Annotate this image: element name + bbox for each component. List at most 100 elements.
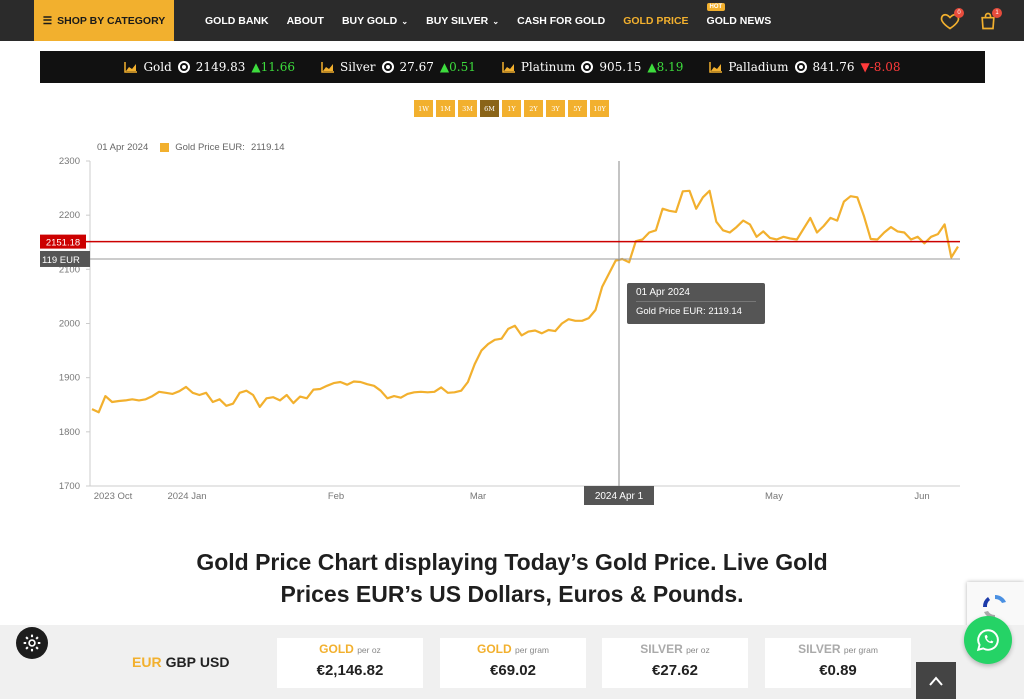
price-card-gold-gram: GOLD per gram €69.02 [440,638,586,688]
range-button-1m[interactable]: 1M [436,100,455,117]
cart-count-badge: 1 [992,8,1002,18]
card-unit: per oz [686,645,710,655]
nav-gold-news[interactable]: HOT GOLD NEWS [706,2,772,27]
chart-legend: 01 Apr 2024 Gold Price EUR: 2119.14 [97,142,285,153]
shop-by-category-label: SHOP BY CATEGORY [57,14,166,27]
card-metal: GOLD [476,642,512,656]
range-button-3m[interactable]: 3M [458,100,477,117]
crosshair-y-label-bg [40,250,90,267]
target-icon [581,61,594,73]
arrow-up-icon: ▲ [439,60,450,74]
card-value: €27.62 [652,662,698,679]
legend-swatch [160,143,170,152]
crosshair-y-label: 119 EUR [42,255,80,266]
card-value: €0.89 [819,662,857,679]
card-metal: SILVER [798,642,841,656]
ticker-platinum[interactable]: Platinum 905.15 ▲8.19 [502,60,684,74]
tooltip-date: 01 Apr 2024 [636,287,756,302]
currency-eur[interactable]: EUR [132,654,162,670]
ticker-price: 2149.83 [195,60,246,74]
range-button-10y[interactable]: 10Y [590,100,609,117]
ticker-metal-name: Gold [143,60,172,74]
ticker-silver[interactable]: Silver 27.67 ▲0.51 [321,60,476,74]
y-tick-label: 1900 [59,373,80,384]
metal-price-ticker: Gold 2149.83 ▲11.66 Silver 27.67 ▲0.51 P… [40,51,985,83]
currency-usd[interactable]: USD [199,654,230,670]
ticker-palladium[interactable]: Palladium 841.76 ▼-8.08 [709,60,901,74]
scroll-to-top-button[interactable] [916,662,956,699]
card-unit: per gram [843,645,878,655]
currency-gbp[interactable]: GBP [165,654,196,670]
price-card-silver-oz: SILVER per oz €27.62 [602,638,748,688]
range-selector: 1W 1M 3M 6M 1Y 2Y 3Y 5Y 10Y [414,100,609,117]
ticker-metal-name: Palladium [728,60,789,74]
chevron-down-icon: ⌄ [490,16,500,26]
card-unit: per gram [515,645,550,655]
whatsapp-chat-button[interactable] [964,616,1012,664]
range-button-6m[interactable]: 6M [480,100,499,117]
range-button-3y[interactable]: 3Y [546,100,565,117]
nav-buy-silver[interactable]: BUY SILVER ⌄ [426,14,500,27]
range-button-1w[interactable]: 1W [414,100,433,117]
shop-by-category-button[interactable]: ☰ SHOP BY CATEGORY [34,0,174,41]
ticker-change: ▲11.66 [251,60,296,74]
range-button-2y[interactable]: 2Y [524,100,543,117]
currency-selector: EUR GBP USD [132,654,229,670]
area-chart-icon [124,61,138,73]
ticker-price: 905.15 [599,60,642,74]
legend-date: 01 Apr 2024 [97,142,149,153]
gold-price-series-line [91,189,959,414]
x-tick-label: Mar [470,491,486,502]
headline-line-2: Prices EUR’s US Dollars, Euros & Pounds. [280,581,744,607]
price-card-silver-gram: SILVER per gram €0.89 [765,638,911,688]
chart-tooltip: 01 Apr 2024 Gold Price EUR: 2119.14 [627,283,765,324]
ticker-metal-name: Silver [340,60,376,74]
x-tick-label: May [765,491,783,502]
card-value: €69.02 [490,662,536,679]
legend-series-label: Gold Price EUR: [175,142,245,153]
y-tick-label: 2300 [59,156,80,167]
wishlist-button[interactable]: 0 [940,8,964,31]
menu-icon: ☰ [42,14,53,27]
x-tick-label: 2024 Jan [167,491,206,502]
area-chart-icon [709,61,723,73]
card-metal: SILVER [640,642,683,656]
target-icon [381,61,394,73]
ticker-metal-name: Platinum [520,60,576,74]
arrow-down-icon: ▼ [860,60,870,74]
x-tick-label: Jun [914,491,929,502]
ticker-price: 841.76 [812,60,855,74]
hot-badge: HOT [706,2,726,11]
crosshair-x-label-bg [584,486,654,505]
nav-cash-for-gold[interactable]: CASH FOR GOLD [517,14,606,27]
main-menu: GOLD BANK ABOUT BUY GOLD ⌄ BUY SILVER ⌄ … [196,0,780,41]
range-button-1y[interactable]: 1Y [502,100,521,117]
page-headline: Gold Price Chart displaying Today’s Gold… [60,546,964,610]
whatsapp-icon [976,629,999,652]
crosshair-x-label: 2024 Apr 1 [595,491,644,502]
range-button-5y[interactable]: 5Y [568,100,587,117]
heart-icon [940,13,960,30]
ticker-gold[interactable]: Gold 2149.83 ▲11.66 [124,60,295,74]
top-navigation: ☰ SHOP BY CATEGORY GOLD BANK ABOUT BUY G… [0,0,1024,41]
settings-button[interactable] [16,627,48,659]
current-price-label: 2151.18 [46,238,80,249]
wishlist-count-badge: 0 [954,8,964,18]
area-chart-icon [502,61,515,73]
x-tick-label: Feb [328,491,344,502]
y-tick-label: 1800 [59,427,80,438]
cart-button[interactable]: 1 [978,8,1002,31]
nav-buy-gold[interactable]: BUY GOLD ⌄ [341,14,409,27]
nav-gold-bank[interactable]: GOLD BANK [205,14,269,27]
tooltip-value: Gold Price EUR: 2119.14 [636,306,742,317]
card-metal: GOLD [319,642,354,656]
nav-gold-price[interactable]: GOLD PRICE [623,14,689,27]
target-icon [177,61,190,73]
y-tick-label: 2000 [59,319,80,330]
ticker-change: ▲0.51 [439,60,476,74]
ticker-change: ▲8.19 [647,60,684,74]
chevron-up-icon [929,675,943,686]
ticker-price: 27.67 [399,60,434,74]
nav-about[interactable]: ABOUT [286,14,324,27]
x-tick-label: 2023 Oct [94,491,133,502]
